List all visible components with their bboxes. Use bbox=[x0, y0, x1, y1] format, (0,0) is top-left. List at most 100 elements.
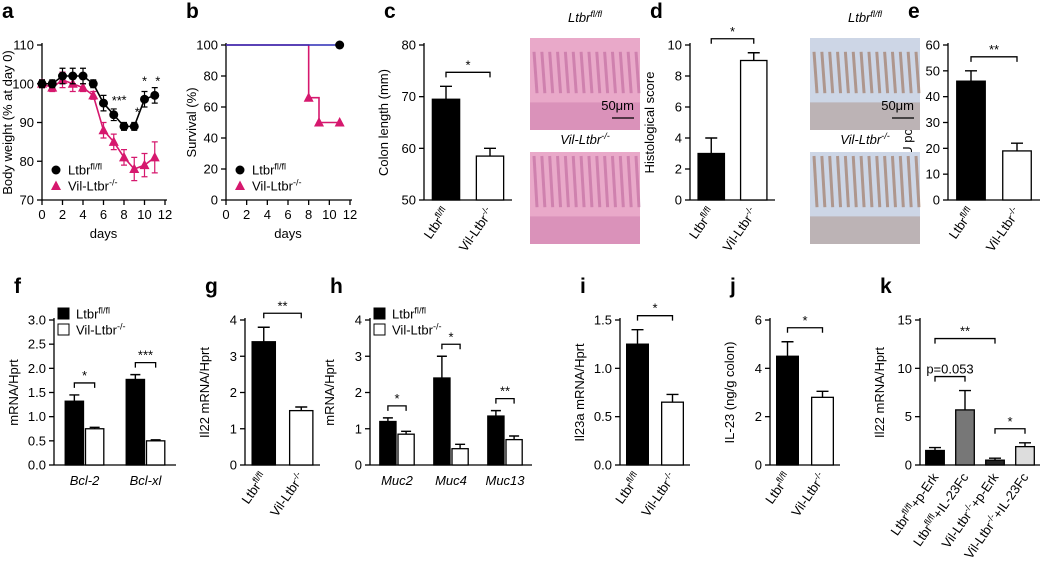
significance: * bbox=[135, 104, 140, 119]
marker bbox=[88, 89, 99, 100]
x-tick-label: 10 bbox=[137, 207, 151, 222]
tissue-band bbox=[530, 216, 640, 244]
bar bbox=[626, 343, 650, 466]
series-line bbox=[226, 44, 340, 124]
y-tick-label: 2 bbox=[230, 385, 237, 400]
significance: * bbox=[394, 391, 399, 406]
legend-swatch bbox=[373, 307, 386, 320]
tissue-texture bbox=[914, 155, 921, 208]
error-bar bbox=[490, 409, 501, 417]
bar bbox=[925, 449, 945, 466]
error-bar bbox=[69, 394, 80, 402]
legend-label: Ltbrfl/fl bbox=[68, 162, 102, 178]
x-tick-label: 4 bbox=[79, 207, 86, 222]
marker bbox=[99, 98, 108, 108]
tissue-texture bbox=[595, 155, 602, 208]
tissue-texture bbox=[548, 155, 555, 208]
y-tick-label: 20 bbox=[926, 141, 940, 156]
bar bbox=[487, 415, 505, 466]
legend-label: Vil-Ltbr-/- bbox=[68, 178, 118, 194]
tissue-texture bbox=[843, 155, 850, 208]
bar bbox=[451, 448, 469, 466]
tissue-texture bbox=[883, 155, 890, 208]
error-bar bbox=[257, 326, 270, 342]
y-tick-label: 6 bbox=[755, 313, 762, 328]
legend-label: Ltbrfl/fl bbox=[392, 306, 426, 322]
bar bbox=[64, 400, 85, 466]
significance: ** bbox=[960, 324, 970, 339]
tissue-texture bbox=[532, 51, 539, 94]
bar bbox=[145, 440, 166, 466]
tissue-texture bbox=[851, 155, 858, 208]
tissue-texture bbox=[563, 51, 570, 94]
error-bar bbox=[929, 446, 941, 451]
x-axis-label: days bbox=[90, 226, 118, 241]
error-bar bbox=[401, 430, 412, 435]
x-tick-label: Vil-Ltbr-/- bbox=[787, 470, 829, 520]
error-bar bbox=[1011, 142, 1023, 151]
x-tick-label: 4 bbox=[264, 207, 271, 222]
bar bbox=[955, 409, 975, 466]
y-axis-label: Il22 mRNA/Hprt bbox=[872, 347, 887, 438]
tissue-texture bbox=[626, 51, 633, 94]
y-tick-label: 2.0 bbox=[28, 361, 46, 376]
y-tick-label: 80 bbox=[204, 69, 218, 84]
marker bbox=[303, 92, 314, 102]
error-bar bbox=[455, 443, 466, 449]
y-tick-label: 60 bbox=[204, 100, 218, 115]
error-bar bbox=[130, 373, 141, 380]
y-tick-label: 2 bbox=[675, 162, 682, 177]
y-tick-label: 4 bbox=[675, 131, 682, 146]
y-axis-label: mRNA/Hprt bbox=[322, 359, 337, 426]
bar bbox=[956, 80, 986, 201]
tissue-band bbox=[530, 102, 640, 130]
panel-letter: i bbox=[580, 275, 586, 298]
panel-letter: d bbox=[650, 0, 663, 23]
error-bar bbox=[959, 389, 971, 410]
tissue-texture bbox=[571, 155, 578, 208]
marker bbox=[68, 71, 78, 81]
marker bbox=[108, 136, 119, 146]
tissue-texture bbox=[634, 51, 641, 94]
tissue-texture bbox=[875, 155, 882, 208]
significance-bracket bbox=[445, 71, 491, 78]
marker bbox=[37, 79, 47, 89]
tissue-texture bbox=[540, 155, 547, 208]
legend-label: Vil-Ltbr-/- bbox=[392, 322, 442, 338]
x-tick-label: Vil-Ltbr-/- bbox=[637, 470, 679, 520]
tissue-texture bbox=[867, 51, 874, 94]
tissue-texture bbox=[587, 155, 594, 208]
x-tick-label: 10 bbox=[322, 207, 336, 222]
marker bbox=[235, 165, 245, 175]
bar bbox=[739, 59, 768, 201]
significance-bracket bbox=[934, 375, 966, 382]
y-tick-label: 70 bbox=[20, 193, 34, 208]
tissue-texture bbox=[906, 155, 913, 208]
y-tick-label: 3.0 bbox=[28, 313, 46, 328]
y-tick-label: 80 bbox=[402, 38, 416, 53]
significance: * bbox=[142, 73, 147, 88]
y-tick-label: 0 bbox=[755, 458, 762, 473]
x-tick-label: Ltbrfl/fl bbox=[238, 470, 271, 507]
bar bbox=[288, 409, 314, 466]
y-tick-label: 10 bbox=[898, 361, 912, 376]
panel-letter: j bbox=[729, 275, 736, 298]
image-label: Vil-Ltbr-/- bbox=[840, 131, 890, 147]
significance: ** bbox=[989, 42, 999, 57]
error-bar bbox=[965, 70, 977, 82]
tissue-texture bbox=[875, 51, 882, 94]
x-tick-label: Ltbrfl/fl bbox=[761, 470, 794, 507]
error-bar bbox=[509, 435, 520, 440]
y-tick-label: 5 bbox=[905, 409, 912, 424]
bar bbox=[811, 396, 835, 466]
tissue-texture bbox=[563, 155, 570, 208]
y-axis-label: Il22 mRNA/Hprt bbox=[197, 347, 212, 438]
y-tick-label: 2 bbox=[755, 409, 762, 424]
y-tick-label: 0.5 bbox=[594, 409, 612, 424]
tissue-texture bbox=[914, 51, 921, 94]
y-axis-label: IL-23 (ng/g colon) bbox=[722, 342, 737, 444]
bar bbox=[433, 377, 451, 466]
y-axis-label: Survival (%) bbox=[184, 87, 199, 157]
y-tick-label: 4 bbox=[355, 313, 362, 328]
